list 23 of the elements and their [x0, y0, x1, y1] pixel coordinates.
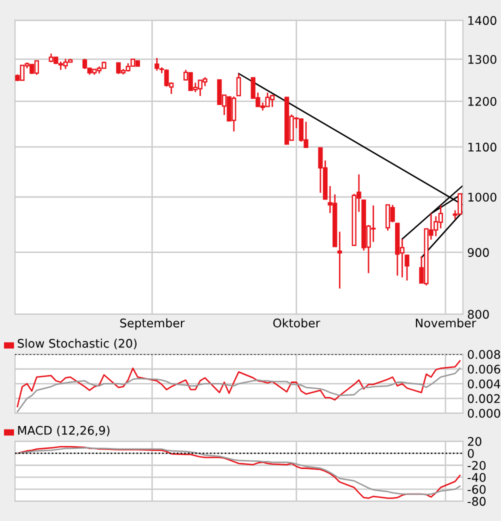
- y-tick-label: 1000: [468, 192, 496, 202]
- y-tick-label: -60: [468, 484, 486, 494]
- y-tick-label: 1200: [468, 96, 496, 106]
- y-tick-label: 20: [468, 437, 482, 446]
- y-tick-label: 800: [468, 310, 489, 319]
- y-tick-label: 0.000: [468, 408, 500, 418]
- y-tick-label: 1100: [468, 142, 496, 152]
- y-tick-label: -40: [468, 472, 486, 482]
- y-tick-label: 0.008: [468, 350, 500, 359]
- x-tick-label: September: [120, 318, 185, 330]
- y-tick-label: 900: [468, 248, 489, 257]
- y-tick-label: 1400: [468, 16, 496, 25]
- y-tick-label: 0.002: [468, 394, 500, 404]
- y-tick-label: -80: [468, 496, 486, 506]
- y-tick-label: 0.004: [468, 379, 500, 388]
- y-tick-label: -20: [468, 460, 486, 470]
- chart-title: Slow Stochastic (20): [18, 338, 137, 350]
- chart-title: MACD (12,26,9): [18, 426, 110, 436]
- y-tick-label: 1300: [468, 54, 496, 64]
- x-tick-label: November: [416, 318, 476, 328]
- x-tick-label: Oktober: [273, 318, 320, 328]
- y-tick-label: 0: [468, 448, 474, 458]
- y-tick-label: 0.006: [468, 364, 500, 374]
